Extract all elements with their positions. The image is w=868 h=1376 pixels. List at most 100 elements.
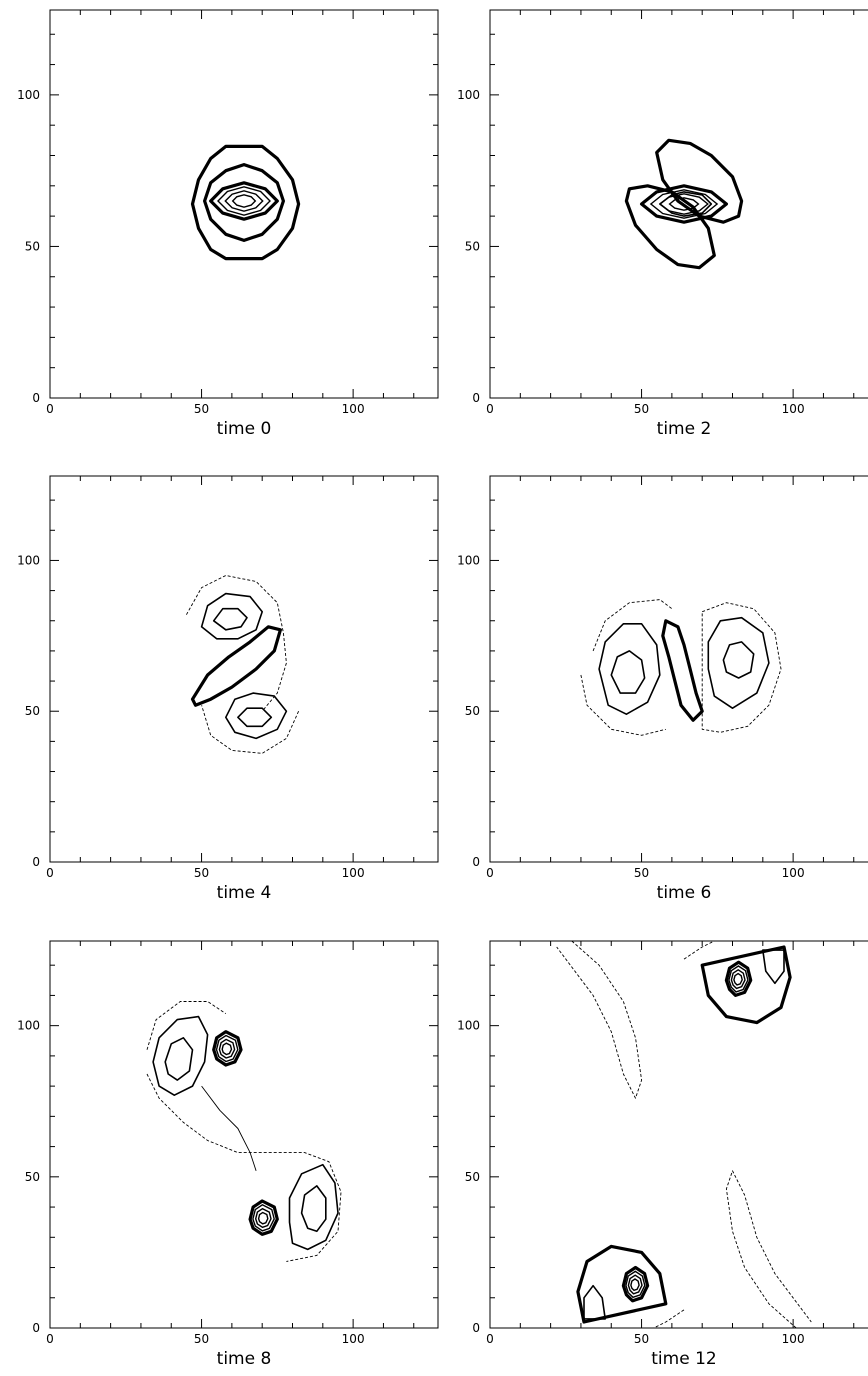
panel-time-label: time 4	[217, 883, 272, 903]
contour-line-0	[661, 619, 704, 722]
plot-frame	[49, 475, 439, 863]
panel-time-label: time 0	[217, 419, 272, 439]
contour-line-5	[300, 1185, 327, 1233]
y-tick-label: 0	[32, 855, 40, 869]
x-tick-label: 0	[46, 402, 54, 416]
contour-line-5	[583, 1284, 607, 1320]
y-tick-label: 100	[17, 1019, 40, 1033]
x-tick-label: 0	[486, 402, 494, 416]
x-tick-label: 100	[342, 1332, 365, 1346]
contour-core-ring	[257, 1211, 269, 1225]
contour-line-1	[598, 622, 661, 716]
contour-line-1	[248, 1199, 279, 1236]
contour-core-ring	[218, 1038, 236, 1059]
contour-line-6	[556, 941, 643, 1099]
contour-core-ring	[252, 1203, 275, 1232]
contour-line-3	[707, 616, 770, 710]
x-tick-label: 100	[782, 402, 805, 416]
contour-line-3	[658, 191, 713, 217]
contour-lines	[556, 941, 812, 1328]
contour-line-6	[146, 1001, 227, 1050]
x-tick-label: 0	[486, 866, 494, 880]
y-tick-label: 0	[472, 855, 480, 869]
plot-frame	[489, 475, 868, 863]
x-tick-label: 50	[634, 402, 649, 416]
contour-line-8	[201, 1085, 257, 1171]
y-tick-label: 100	[457, 553, 480, 567]
contour-line-5	[592, 599, 673, 652]
contour-line-4	[237, 707, 273, 728]
contour-panel-2: 0 50 100 0 50 100 time 4	[17, 475, 439, 903]
x-tick-label: 50	[194, 1332, 209, 1346]
contour-core-ring	[221, 1042, 233, 1056]
x-tick-label: 100	[782, 866, 805, 880]
contour-line-1	[203, 163, 285, 242]
contour-line-9	[653, 1309, 685, 1328]
contour-line-0	[724, 960, 753, 998]
contour-core-ring	[217, 186, 271, 216]
contour-line-0	[190, 625, 282, 707]
contour-lines	[146, 1001, 342, 1262]
x-tick-label: 0	[486, 1332, 494, 1346]
contour-line-2	[212, 607, 248, 631]
x-tick-label: 0	[46, 866, 54, 880]
contour-core-ring	[215, 1034, 239, 1063]
contour-line-1	[200, 592, 264, 640]
panel-time-label: time 12	[651, 1349, 716, 1369]
y-tick-label: 50	[465, 704, 480, 718]
y-tick-label: 100	[457, 88, 480, 102]
x-tick-label: 0	[46, 1332, 54, 1346]
contour-line-3	[576, 1244, 668, 1324]
contour-line-0	[624, 184, 716, 270]
contour-core-ring	[730, 968, 746, 990]
contour-core-ring	[733, 972, 743, 986]
contour-lines	[624, 138, 744, 270]
y-tick-label: 0	[472, 391, 480, 405]
contour-core-ring	[630, 1278, 640, 1292]
contour-line-2	[700, 945, 792, 1025]
contour-core-ring	[224, 190, 264, 212]
contour-core-ring	[728, 965, 749, 993]
panel-time-label: time 6	[657, 883, 712, 903]
plot-frame	[49, 9, 439, 399]
x-tick-label: 50	[634, 1332, 649, 1346]
contour-line-0	[212, 1030, 243, 1067]
plot-frame	[489, 9, 868, 399]
contour-line-3	[164, 1037, 194, 1081]
x-tick-label: 50	[634, 866, 649, 880]
contour-core-ring	[649, 189, 719, 219]
contour-lines	[190, 144, 301, 261]
x-tick-label: 50	[194, 402, 209, 416]
y-tick-label: 0	[32, 1321, 40, 1335]
y-tick-label: 50	[25, 1170, 40, 1184]
y-tick-label: 50	[465, 239, 480, 253]
contour-line-5	[186, 575, 287, 712]
contour-lines	[186, 575, 300, 754]
contour-core-ring	[627, 1274, 643, 1295]
y-tick-label: 50	[25, 239, 40, 253]
x-tick-label: 50	[194, 866, 209, 880]
contour-core-ring	[231, 194, 257, 208]
contour-panel-3: 0 50 100 0 50 100 time 6	[457, 475, 868, 903]
contour-line-6	[201, 705, 300, 754]
contour-line-7	[701, 602, 782, 733]
plot-frame	[49, 940, 439, 1329]
x-tick-label: 100	[342, 402, 365, 416]
contour-core-ring	[659, 193, 709, 215]
y-tick-label: 100	[457, 1019, 480, 1033]
contour-line-3	[225, 692, 288, 740]
contour-panel-4: 0 50 100 0 50 100 time 8	[17, 940, 439, 1369]
panel-time-label: time 8	[217, 1349, 272, 1369]
contour-panel-5: 0 50 100 0 50 100 time 12	[457, 940, 868, 1369]
contour-panel-1: 0 50 100 0 50 100 time 2	[457, 9, 868, 439]
contour-line-2	[152, 1015, 209, 1096]
contour-panel-0: 0 50 100 0 50 100 time 0	[17, 9, 439, 439]
y-tick-label: 0	[472, 1321, 480, 1335]
contour-line-8	[683, 941, 715, 960]
contour-line-4	[722, 641, 755, 679]
y-tick-label: 0	[32, 391, 40, 405]
x-tick-label: 100	[782, 1332, 805, 1346]
contour-lines	[580, 599, 782, 736]
contour-line-1	[655, 138, 744, 224]
